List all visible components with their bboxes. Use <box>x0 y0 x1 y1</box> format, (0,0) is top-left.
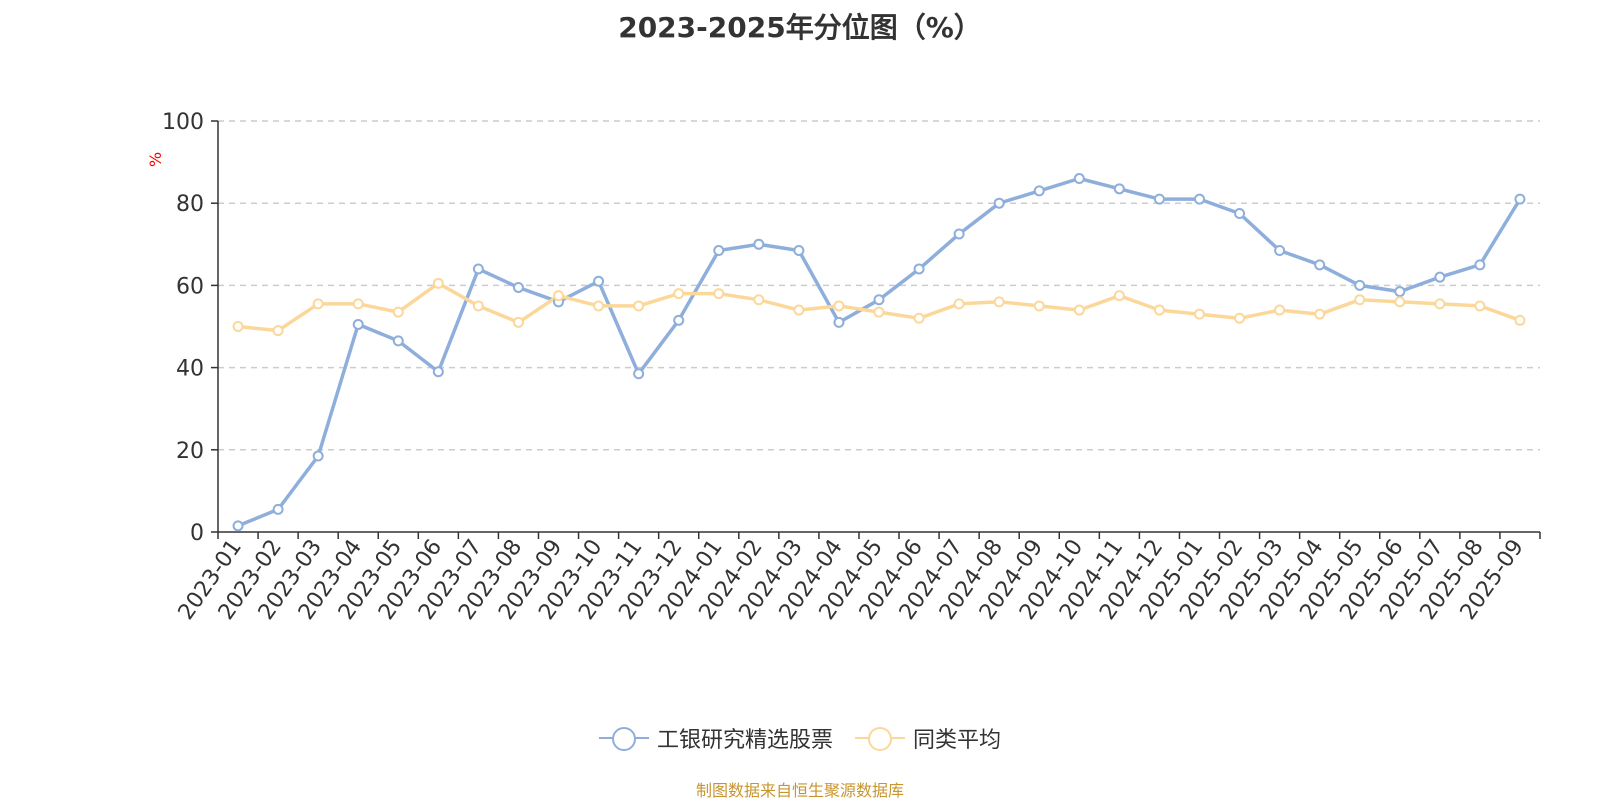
data-point[interactable] <box>993 296 1005 308</box>
data-point[interactable] <box>232 321 244 332</box>
y-tick-label: 80 <box>176 192 204 217</box>
data-point[interactable] <box>432 277 444 289</box>
data-source-note: 制图数据来自恒生聚源数据库 <box>695 781 904 800</box>
data-point[interactable] <box>1394 286 1406 298</box>
data-point[interactable] <box>913 263 925 275</box>
y-tick-label: 20 <box>176 439 204 464</box>
data-point[interactable] <box>593 275 605 287</box>
data-point[interactable] <box>1314 259 1326 271</box>
data-point[interactable] <box>432 366 444 378</box>
data-point[interactable] <box>1274 244 1286 256</box>
data-point[interactable] <box>873 306 885 318</box>
data-point[interactable] <box>833 300 845 312</box>
data-point[interactable] <box>1434 298 1446 310</box>
data-point[interactable] <box>1113 290 1125 302</box>
data-point[interactable] <box>793 244 805 256</box>
data-point[interactable] <box>1234 207 1246 219</box>
data-point[interactable] <box>1474 259 1486 271</box>
data-point[interactable] <box>1193 308 1205 320</box>
y-tick-labels: 0 20 40 60 80 100 <box>162 110 204 546</box>
data-point[interactable] <box>392 306 404 318</box>
y-tick-label: 100 <box>162 110 204 135</box>
data-point[interactable] <box>593 300 605 312</box>
x-tick-labels: 2023-012023-022023-032023-042023-052023-… <box>174 535 1529 625</box>
data-point[interactable] <box>1073 173 1085 185</box>
axes <box>211 120 1541 539</box>
data-point[interactable] <box>1514 193 1526 205</box>
data-point[interactable] <box>993 197 1005 209</box>
data-point[interactable] <box>1434 271 1446 283</box>
data-point[interactable] <box>753 238 765 250</box>
data-point[interactable] <box>392 335 404 347</box>
grid-lines <box>218 120 1540 451</box>
data-point[interactable] <box>1514 314 1526 326</box>
data-point[interactable] <box>1153 304 1165 316</box>
data-point[interactable] <box>1153 193 1165 205</box>
legend-label-series-1: 工银研究精选股票 <box>656 728 833 753</box>
data-point[interactable] <box>232 520 244 532</box>
data-point[interactable] <box>553 290 565 302</box>
data-point[interactable] <box>873 294 885 306</box>
legend: 工银研究精选股票 同类平均 <box>0 722 1600 754</box>
data-point[interactable] <box>913 312 925 324</box>
y-tick-label: 40 <box>176 357 204 382</box>
data-point[interactable] <box>1274 304 1286 316</box>
data-point[interactable] <box>673 288 685 300</box>
data-point[interactable] <box>472 263 484 275</box>
chart-title: 2023-2025年分位图（%） <box>618 11 982 44</box>
data-point[interactable] <box>272 503 284 515</box>
data-point[interactable] <box>1354 279 1366 291</box>
series-line-1 <box>237 176 1522 528</box>
data-point[interactable] <box>472 300 484 312</box>
y-tick-label: 0 <box>190 521 204 546</box>
data-point[interactable] <box>272 325 284 337</box>
y-tick-label: 60 <box>176 274 204 299</box>
data-point[interactable] <box>1314 308 1326 320</box>
data-point[interactable] <box>793 304 805 316</box>
data-point[interactable] <box>1113 183 1125 195</box>
legend-marker-series-1 <box>598 726 649 751</box>
data-point[interactable] <box>713 288 725 300</box>
data-point[interactable] <box>1394 296 1406 308</box>
legend-label-series-2: 同类平均 <box>913 728 1002 753</box>
legend-marker-series-2 <box>855 726 905 751</box>
data-point[interactable] <box>1033 185 1045 197</box>
data-point[interactable] <box>312 298 324 310</box>
data-point[interactable] <box>753 294 765 306</box>
data-point[interactable] <box>352 318 364 330</box>
data-point[interactable] <box>953 298 965 310</box>
data-point[interactable] <box>1354 294 1366 306</box>
legend-item-series-2[interactable]: 同类平均 <box>855 722 1001 754</box>
data-point[interactable] <box>713 244 725 256</box>
data-point[interactable] <box>312 450 324 462</box>
legend-item-series-1[interactable]: 工银研究精选股票 <box>598 722 833 754</box>
data-point[interactable] <box>512 281 524 293</box>
data-point[interactable] <box>1474 300 1486 312</box>
data-point[interactable] <box>512 316 524 328</box>
data-point[interactable] <box>633 300 645 312</box>
data-point[interactable] <box>833 316 845 328</box>
data-point[interactable] <box>352 298 364 310</box>
data-point[interactable] <box>1193 193 1205 205</box>
data-point[interactable] <box>633 368 645 380</box>
series-lines <box>237 176 1522 528</box>
series-points <box>232 173 1526 532</box>
data-point[interactable] <box>1033 300 1045 312</box>
data-point[interactable] <box>1234 312 1246 324</box>
data-point[interactable] <box>673 314 685 326</box>
data-point[interactable] <box>953 228 965 240</box>
data-point[interactable] <box>1073 304 1085 316</box>
